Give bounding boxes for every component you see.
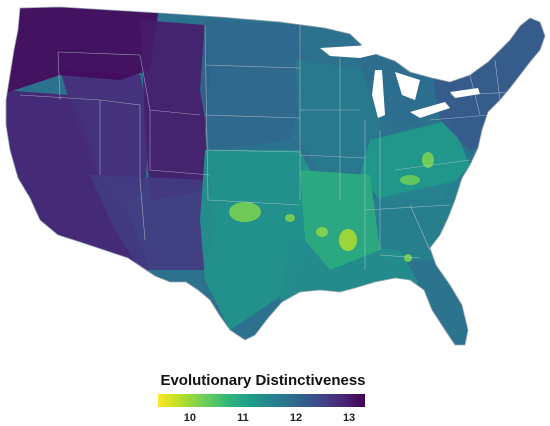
hotspot-mississippi	[339, 229, 357, 251]
legend-tick-label: 12	[289, 412, 303, 424]
lake-superior	[320, 45, 385, 58]
region-great-basin	[60, 70, 150, 210]
state-borders	[19, 24, 521, 270]
legend-gradient	[158, 394, 365, 407]
us-county-map	[5, 6, 546, 346]
lake-ontario	[450, 88, 480, 98]
region-southwest	[90, 175, 215, 270]
region-lower-mississippi	[300, 170, 380, 270]
legend-color-bar	[158, 394, 365, 407]
legend-tick-label: 11	[237, 412, 249, 424]
lake-huron	[395, 72, 420, 100]
region-appalachia	[360, 120, 470, 200]
legend-title: Evolutionary Distinctiveness	[160, 372, 366, 389]
hotspot-oklahoma-east	[285, 214, 295, 222]
region-rocky-mountains	[140, 20, 210, 200]
hotspot-georgia	[404, 254, 412, 262]
hotspot-arkansas	[316, 227, 328, 237]
great-lakes-water	[320, 45, 480, 118]
hotspot-west-virginia	[400, 175, 420, 185]
region-midwest	[295, 60, 380, 175]
region-pacific-northwest	[6, 7, 160, 95]
legend-tick-label: 13	[342, 412, 356, 424]
us-outline	[5, 6, 546, 346]
county-choropleth	[6, 7, 545, 345]
legend-tick-label: 10	[183, 412, 196, 424]
lake-michigan	[372, 70, 385, 118]
lake-erie	[410, 102, 450, 118]
hotspot-eastern-kentucky	[422, 152, 434, 168]
hotspot-central-oklahoma	[229, 202, 261, 222]
